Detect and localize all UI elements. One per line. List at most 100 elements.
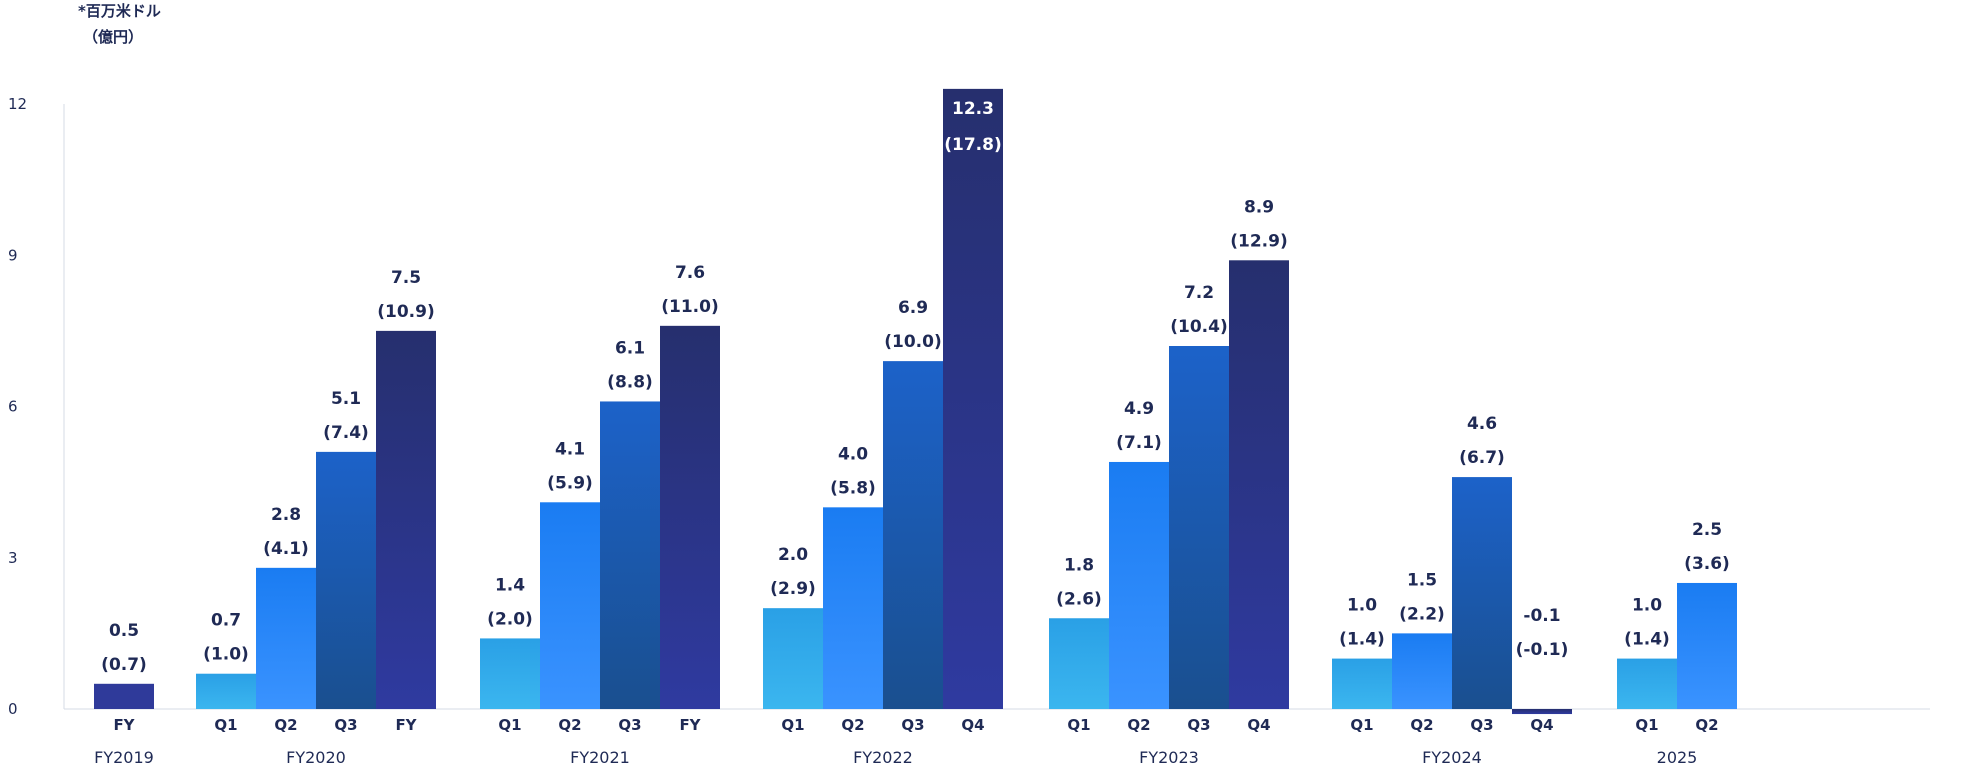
value-label: 1.0 (1347, 596, 1377, 616)
bar-FY2020-FY (376, 330, 436, 709)
group-label: FY2023 (1139, 748, 1199, 767)
unit-label: *百万米ドル (78, 2, 161, 20)
yen-label: (10.9) (377, 302, 434, 322)
yen-label: (4.1) (263, 539, 309, 559)
y-tick-label: 6 (8, 398, 18, 416)
value-label: 1.8 (1064, 555, 1094, 575)
category-label: Q1 (781, 716, 804, 734)
yen-label: (2.9) (770, 579, 816, 599)
category-label: Q1 (1350, 716, 1373, 734)
yen-label: (1.4) (1339, 630, 1385, 650)
value-label: 7.6 (675, 263, 705, 283)
bar-FY2020-Q3 (316, 451, 376, 709)
bar-FY2023-Q4 (1229, 260, 1289, 709)
y-tick-label: 3 (8, 549, 18, 567)
y-tick-label: 0 (8, 700, 18, 718)
group-label: FY2021 (570, 748, 630, 767)
group-label: FY2022 (853, 748, 913, 767)
bar-FY2022-Q2 (823, 507, 883, 709)
value-label: 1.5 (1407, 570, 1437, 590)
category-label: Q3 (901, 716, 924, 734)
value-label: 2.5 (1692, 520, 1722, 540)
value-label: 4.1 (555, 439, 585, 459)
yen-label: (17.8) (944, 135, 1001, 155)
category-label: Q3 (618, 716, 641, 734)
bar-FY2022-Q1 (763, 608, 823, 709)
value-label: 6.9 (898, 298, 928, 318)
bar-2025-Q1 (1617, 658, 1677, 709)
yen-label: (2.6) (1056, 589, 1102, 609)
yen-label: (7.4) (323, 423, 369, 443)
category-label: Q4 (961, 716, 984, 734)
yen-label: (-0.1) (1516, 640, 1569, 660)
bar-FY2021-Q3 (600, 401, 660, 709)
category-label: Q3 (1470, 716, 1493, 734)
value-label: 4.6 (1467, 414, 1497, 434)
yen-label: (5.9) (547, 473, 593, 493)
value-label: 1.0 (1632, 596, 1662, 616)
category-label: Q2 (841, 716, 864, 734)
yen-label: (12.9) (1230, 231, 1287, 251)
category-label: Q2 (1695, 716, 1718, 734)
category-label: FY (113, 716, 135, 734)
category-label: Q1 (1067, 716, 1090, 734)
category-label: Q1 (214, 716, 237, 734)
bar-FY2023-Q1 (1049, 618, 1109, 709)
value-label: 2.8 (271, 505, 301, 525)
bar-FY2023-Q2 (1109, 461, 1169, 709)
yen-label: (10.0) (884, 332, 941, 352)
bar-FY2021-FY (660, 325, 720, 709)
yen-label: (2.0) (487, 609, 533, 629)
category-label: Q2 (1127, 716, 1150, 734)
category-label: Q1 (498, 716, 521, 734)
value-label: 4.9 (1124, 399, 1154, 419)
yen-label: (8.8) (607, 372, 653, 392)
yen-label: (5.8) (830, 478, 876, 498)
category-label: Q2 (1410, 716, 1433, 734)
value-label: 6.1 (615, 338, 645, 358)
bar-2025-Q2 (1677, 582, 1737, 709)
bar-FY2020-Q2 (256, 567, 316, 709)
value-label: 5.1 (331, 389, 361, 409)
group-label: FY2020 (286, 748, 346, 767)
bar-FY2021-Q1 (480, 638, 540, 709)
category-label: Q4 (1247, 716, 1270, 734)
value-label: 7.2 (1184, 283, 1214, 303)
value-label: 4.0 (838, 444, 868, 464)
y-tick-label: 9 (8, 246, 18, 264)
category-label: Q2 (274, 716, 297, 734)
value-label: 2.0 (778, 545, 808, 565)
value-label: 12.3 (952, 99, 994, 119)
bar-FY2022-Q4 (943, 88, 1003, 709)
unit-label-yen: （億円） (83, 28, 144, 46)
value-label: 0.7 (211, 611, 241, 631)
group-label: 2025 (1657, 748, 1698, 767)
category-label: Q4 (1530, 716, 1553, 734)
bar-FY2024-Q1 (1332, 658, 1392, 709)
bar-FY2023-Q3 (1169, 346, 1229, 709)
yen-label: (2.2) (1399, 604, 1445, 624)
bar-FY2019-FY (94, 683, 154, 709)
yen-label: (1.0) (203, 645, 249, 665)
bar-FY2022-Q3 (883, 361, 943, 709)
group-label: FY2024 (1422, 748, 1482, 767)
value-label: 7.5 (391, 268, 421, 288)
category-label: Q1 (1635, 716, 1658, 734)
yen-label: (11.0) (661, 297, 718, 317)
category-label: Q3 (334, 716, 357, 734)
value-label: 0.5 (109, 621, 139, 641)
group-label: FY2019 (94, 748, 154, 767)
yen-label: (1.4) (1624, 630, 1670, 650)
value-label: 1.4 (495, 575, 525, 595)
bar-FY2024-Q3 (1452, 477, 1512, 709)
yen-label: (0.7) (101, 655, 147, 675)
yen-label: (3.6) (1684, 554, 1730, 574)
bar-FY2021-Q2 (540, 502, 600, 709)
category-label: Q2 (558, 716, 581, 734)
y-tick-label: 12 (8, 95, 27, 113)
yen-label: (6.7) (1459, 448, 1505, 468)
value-label: -0.1 (1523, 606, 1560, 626)
bar-FY2020-Q1 (196, 673, 256, 709)
bar-FY2024-Q2 (1392, 633, 1452, 709)
